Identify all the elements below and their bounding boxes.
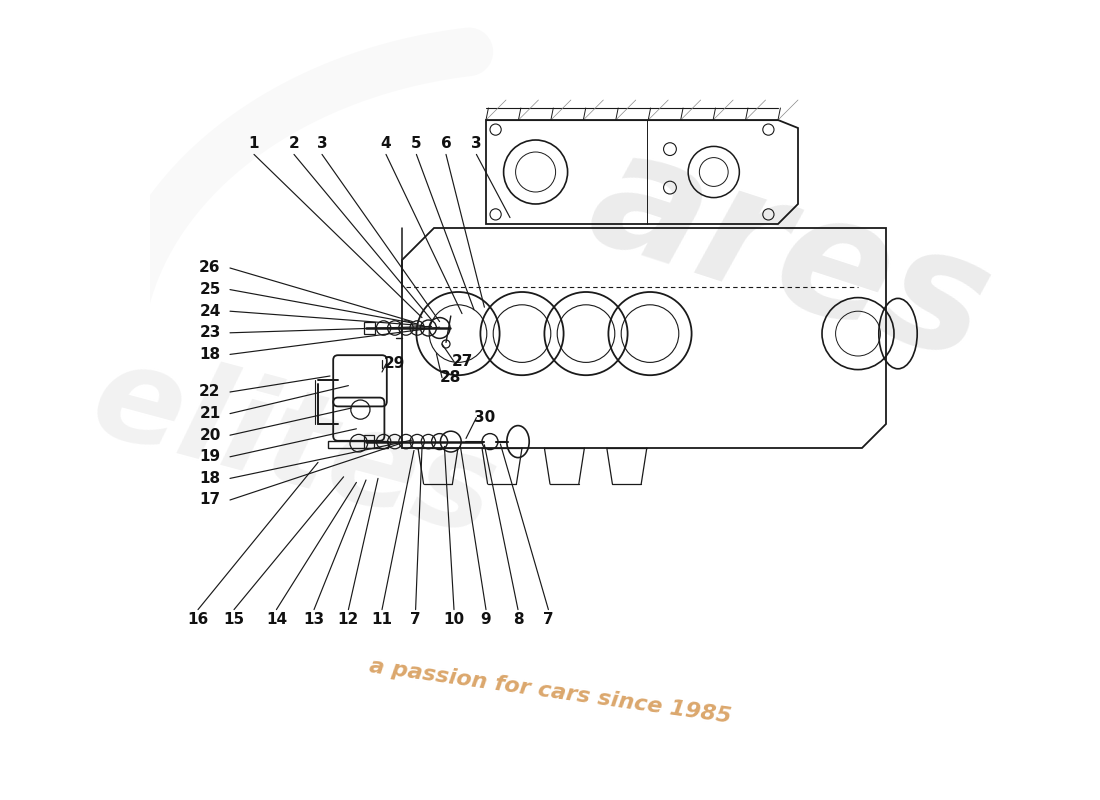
Text: 2: 2: [288, 137, 299, 151]
Bar: [328, 441, 387, 448]
Bar: [364, 435, 374, 448]
Text: 11: 11: [372, 613, 393, 627]
Text: 7: 7: [543, 613, 553, 627]
Text: 3: 3: [317, 137, 328, 151]
Text: 7: 7: [410, 613, 421, 627]
Text: 8: 8: [513, 613, 524, 627]
Text: 17: 17: [199, 493, 221, 507]
Text: 23: 23: [199, 326, 221, 340]
Text: 5: 5: [411, 137, 421, 151]
Text: 25: 25: [199, 282, 221, 297]
Text: elites: elites: [79, 334, 509, 562]
Text: 14: 14: [266, 613, 287, 627]
Text: 19: 19: [199, 450, 221, 464]
Text: ares: ares: [571, 116, 1009, 396]
Text: 9: 9: [481, 613, 492, 627]
Text: a passion for cars since 1985: a passion for cars since 1985: [367, 657, 733, 727]
Text: 20: 20: [199, 428, 221, 442]
Bar: [364, 322, 375, 334]
Text: 30: 30: [474, 410, 495, 425]
Text: 10: 10: [443, 613, 464, 627]
Text: 24: 24: [199, 304, 221, 318]
Text: 4: 4: [381, 137, 392, 151]
Text: 21: 21: [199, 406, 221, 421]
Text: 18: 18: [199, 471, 221, 486]
Text: 12: 12: [338, 613, 359, 627]
Text: 27: 27: [451, 354, 473, 369]
Text: 28: 28: [439, 370, 461, 385]
Text: 29: 29: [383, 357, 405, 371]
Text: 18: 18: [199, 347, 221, 362]
Text: 16: 16: [187, 613, 209, 627]
Text: 13: 13: [304, 613, 324, 627]
Text: 26: 26: [199, 261, 221, 275]
Text: 15: 15: [223, 613, 244, 627]
Text: 6: 6: [441, 137, 451, 151]
Text: 3: 3: [471, 137, 482, 151]
Text: 22: 22: [199, 385, 221, 399]
Text: 1: 1: [249, 137, 260, 151]
